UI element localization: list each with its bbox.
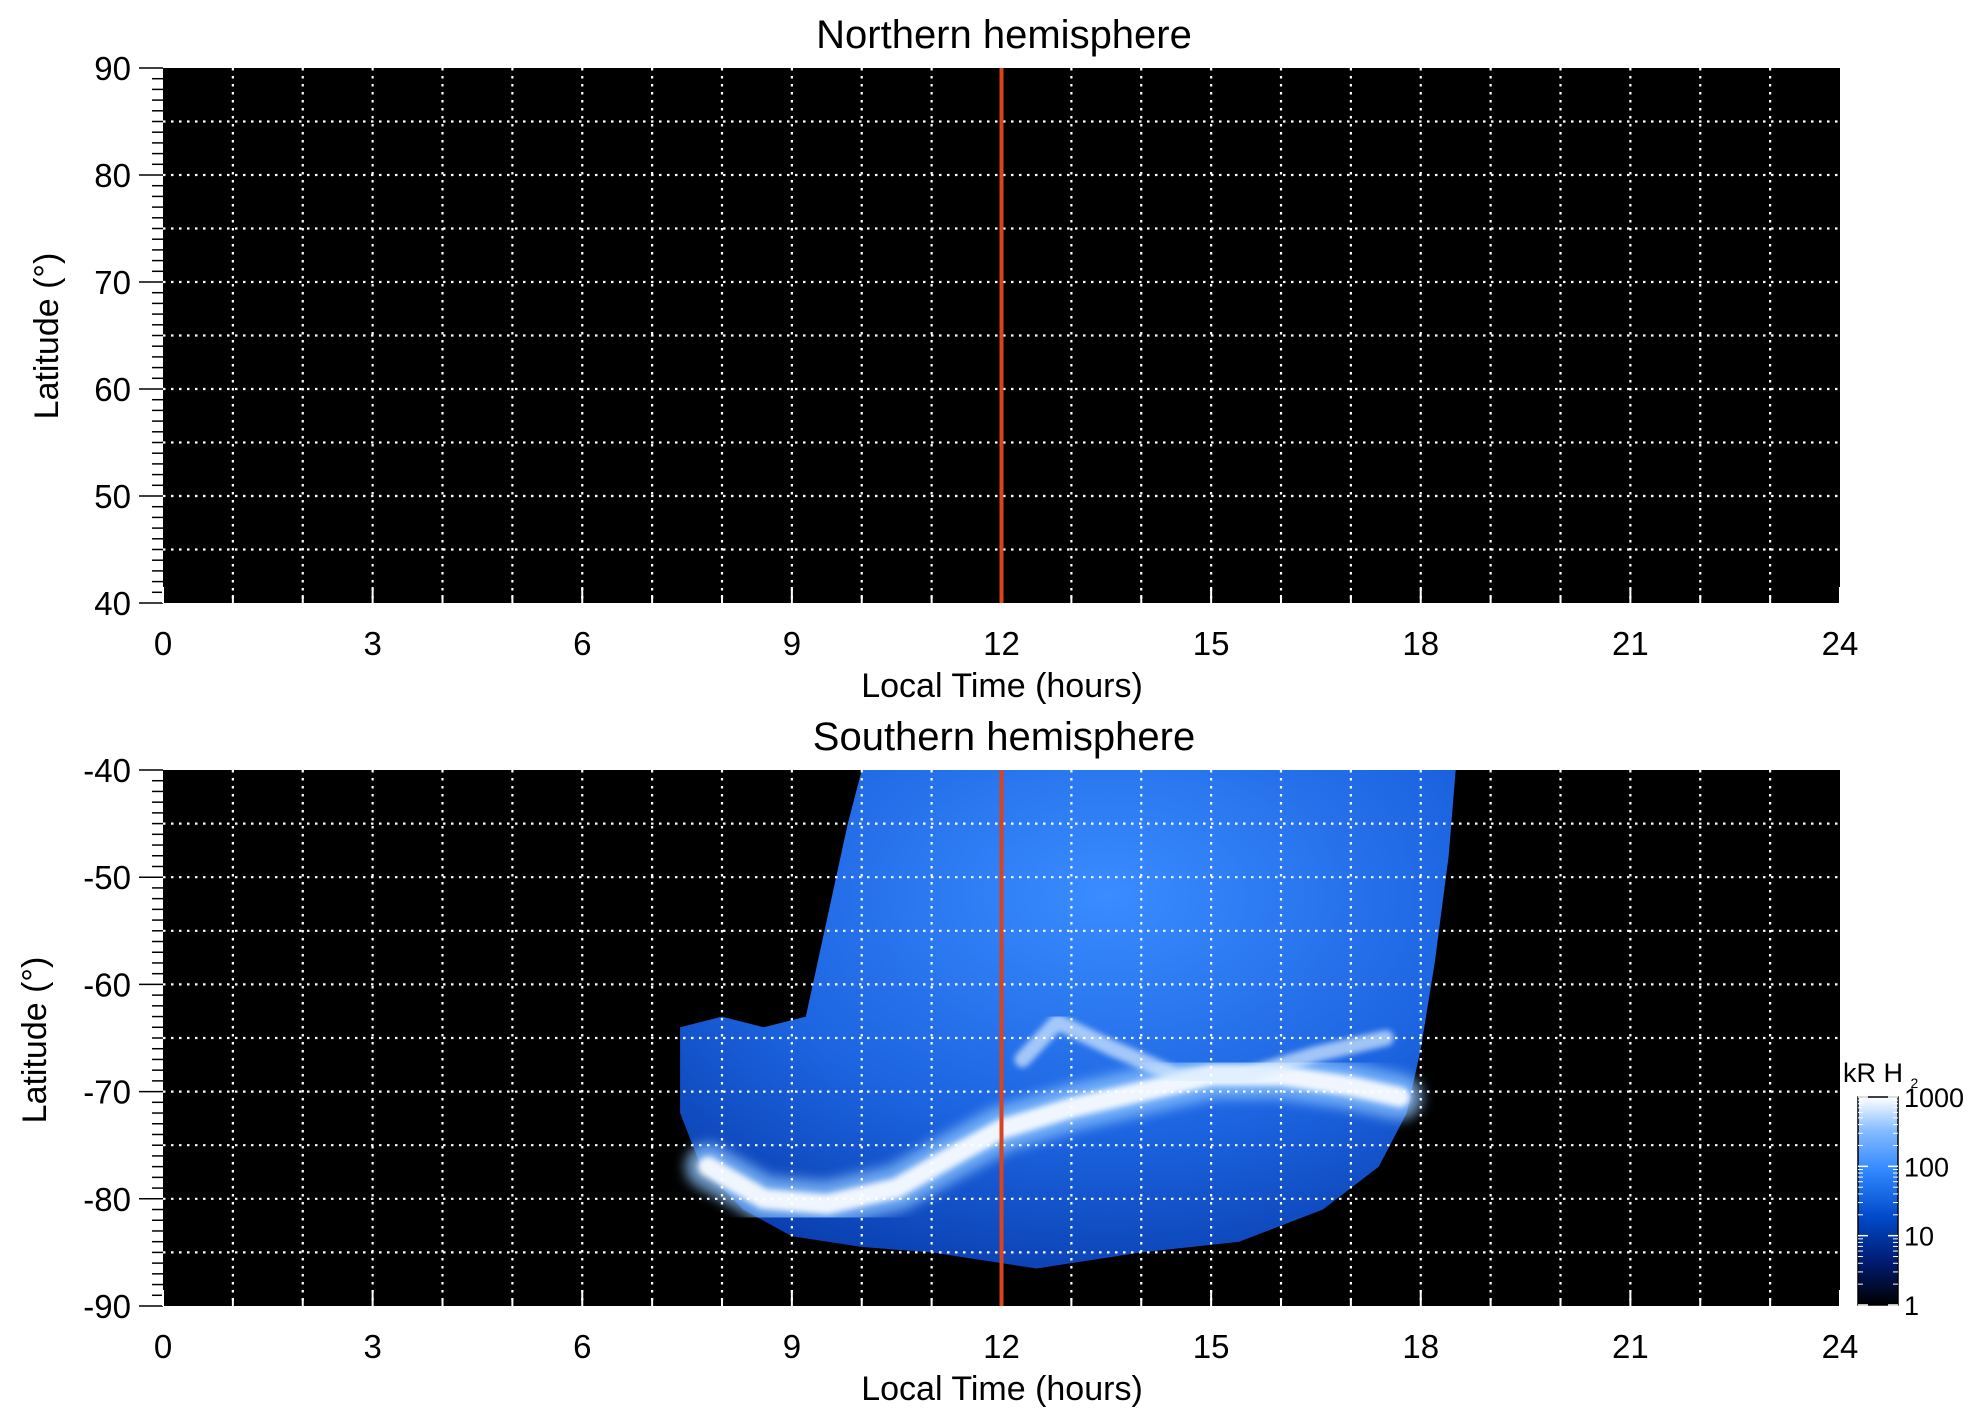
southern-x-tick-labels: 0 3 6 9 12 15 18 21 24	[154, 1328, 1859, 1365]
colorbar-title-main: kR H	[1843, 1058, 1903, 1088]
colorbar-tick-label: 100	[1904, 1152, 1949, 1182]
y-tick-label: -80	[83, 1181, 131, 1218]
y-tick-label: -50	[83, 859, 131, 896]
y-tick-label: 60	[94, 371, 131, 408]
colorbar-tick-label: 10	[1904, 1222, 1934, 1252]
y-tick-label: -90	[83, 1288, 131, 1325]
x-tick-label: 0	[154, 1328, 172, 1365]
southern-emission	[680, 770, 1456, 1269]
x-tick-label: 12	[983, 625, 1020, 662]
x-tick-label: 6	[573, 1328, 591, 1365]
southern-ticks	[139, 769, 1841, 1307]
x-tick-label: 24	[1822, 1328, 1859, 1365]
y-tick-label: -40	[83, 752, 131, 789]
y-tick-label: 80	[94, 157, 131, 194]
x-tick-label: 9	[783, 625, 801, 662]
y-tick-label: 90	[94, 50, 131, 87]
colorbar: kR H 2 1 10 100 1000	[1843, 1058, 1964, 1321]
x-tick-label: 6	[573, 625, 591, 662]
x-tick-label: 0	[154, 625, 172, 662]
x-tick-label: 24	[1822, 625, 1859, 662]
y-tick-label: -60	[83, 966, 131, 1003]
x-tick-label: 3	[363, 1328, 381, 1365]
northern-x-axis-label: Local Time (hours)	[861, 667, 1143, 705]
secondary-arc	[1014, 1013, 1394, 1084]
y-tick-label: -70	[83, 1074, 131, 1111]
y-tick-label: 70	[94, 264, 131, 301]
colorbar-title-subscript: 2	[1911, 1075, 1919, 1091]
x-tick-label: 9	[783, 1328, 801, 1365]
northern-grid	[163, 68, 1840, 603]
x-tick-label: 15	[1193, 1328, 1230, 1365]
x-tick-label: 15	[1193, 625, 1230, 662]
y-tick-label: 50	[94, 478, 131, 515]
northern-title: Northern hemisphere	[816, 13, 1192, 57]
colorbar-scale	[1857, 1096, 1899, 1306]
x-tick-label: 18	[1402, 1328, 1439, 1365]
northern-y-tick-labels: 40 50 60 70 80 90	[94, 50, 131, 622]
x-tick-label: 3	[363, 625, 381, 662]
southern-y-axis-label: Latitude (°)	[16, 957, 54, 1124]
x-tick-label: 18	[1402, 625, 1439, 662]
southern-x-axis-label: Local Time (hours)	[861, 1370, 1143, 1408]
colorbar-tick-label: 1000	[1904, 1083, 1964, 1113]
x-tick-label: 12	[983, 1328, 1020, 1365]
southern-title: Southern hemisphere	[813, 715, 1195, 759]
northern-x-tick-labels: 0 3 6 9 12 15 18 21 24	[154, 625, 1859, 662]
northern-y-axis-label: Latitude (°)	[28, 253, 66, 420]
southern-y-tick-labels: -90 -80 -70 -60 -50 -40	[83, 752, 131, 1325]
southern-panel: Southern hemisphere 0 3 6 9 12 15 18 21 24 -90 -8…	[16, 715, 1858, 1408]
y-tick-label: 40	[94, 585, 131, 622]
colorbar-tick-label: 1	[1904, 1291, 1919, 1321]
x-tick-label: 21	[1612, 1328, 1649, 1365]
colorbar-tick-labels: 1 10 100 1000	[1904, 1083, 1964, 1321]
auroral-oval-core	[698, 1065, 1410, 1215]
colorbar-title: kR H 2	[1843, 1058, 1919, 1091]
northern-panel: Northern hemisphere 0 3 6 9 12 15 18 21 24 40 50 6…	[28, 13, 1858, 705]
colorbar-ticks	[1858, 1096, 1898, 1306]
x-tick-label: 21	[1612, 625, 1649, 662]
